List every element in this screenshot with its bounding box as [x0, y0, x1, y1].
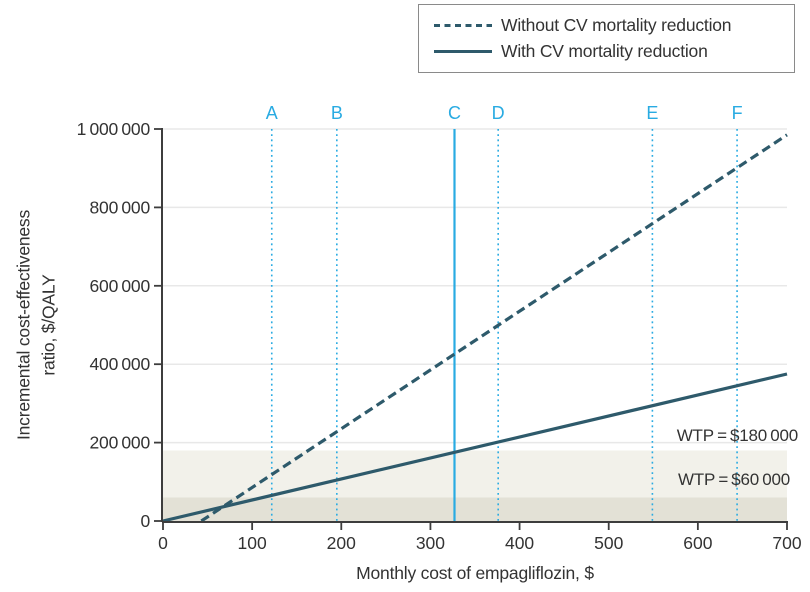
x-tick-label: 0: [158, 533, 168, 553]
y-axis-title-line1: Incremental cost-effectiveness: [13, 209, 34, 441]
price-marker-label-C: C: [448, 103, 461, 123]
wtp-180000-label: WTP = $180 000: [676, 426, 798, 445]
legend-label-without-cv: Without CV mortality reduction: [501, 15, 732, 35]
price-marker-label-F: F: [732, 103, 743, 123]
x-tick-label: 200: [327, 533, 356, 553]
series-line-with-cv: [162, 372, 788, 523]
wtp-band-180000: [163, 450, 787, 498]
x-tick-label: 300: [416, 533, 445, 553]
y-tick-label: 600 000: [90, 276, 151, 296]
series-line-without-cv: [200, 133, 788, 523]
x-tick-label: 400: [505, 533, 534, 553]
y-tick-label: 1 000 000: [77, 119, 151, 139]
wtp-band-60000: [163, 497, 787, 521]
x-tick-label: 500: [594, 533, 623, 553]
y-tick-label: 200 000: [90, 433, 151, 453]
legend-item-with-cv: With CV mortality reduction: [434, 41, 794, 62]
x-tick-label: 600: [683, 533, 712, 553]
dashed-line-sample: [434, 24, 492, 27]
y-tick-label: 800 000: [90, 197, 151, 217]
x-axis-title: Monthly cost of empagliflozin, $: [356, 563, 594, 583]
solid-line-sample: [434, 50, 492, 53]
x-tick-label: 700: [772, 533, 801, 553]
wtp-60000-label: WTP = $60 000: [677, 470, 790, 489]
price-marker-label-D: D: [492, 103, 505, 123]
legend-item-without-cv: Without CV mortality reduction: [434, 15, 794, 36]
y-tick-label: 400 000: [90, 354, 151, 374]
price-marker-label-B: B: [331, 103, 343, 123]
price-marker-label-E: E: [646, 103, 658, 123]
legend: Without CV mortality reduction With CV m…: [418, 4, 795, 73]
legend-label-with-cv: With CV mortality reduction: [501, 41, 708, 61]
y-tick-label: 0: [140, 511, 150, 531]
y-axis-title-line2: ratio, $/QALY: [38, 274, 58, 376]
price-marker-label-A: A: [266, 103, 278, 123]
y-axis-title: Incremental cost-effectiveness ratio, $/…: [12, 210, 61, 440]
x-tick-label: 100: [238, 533, 267, 553]
